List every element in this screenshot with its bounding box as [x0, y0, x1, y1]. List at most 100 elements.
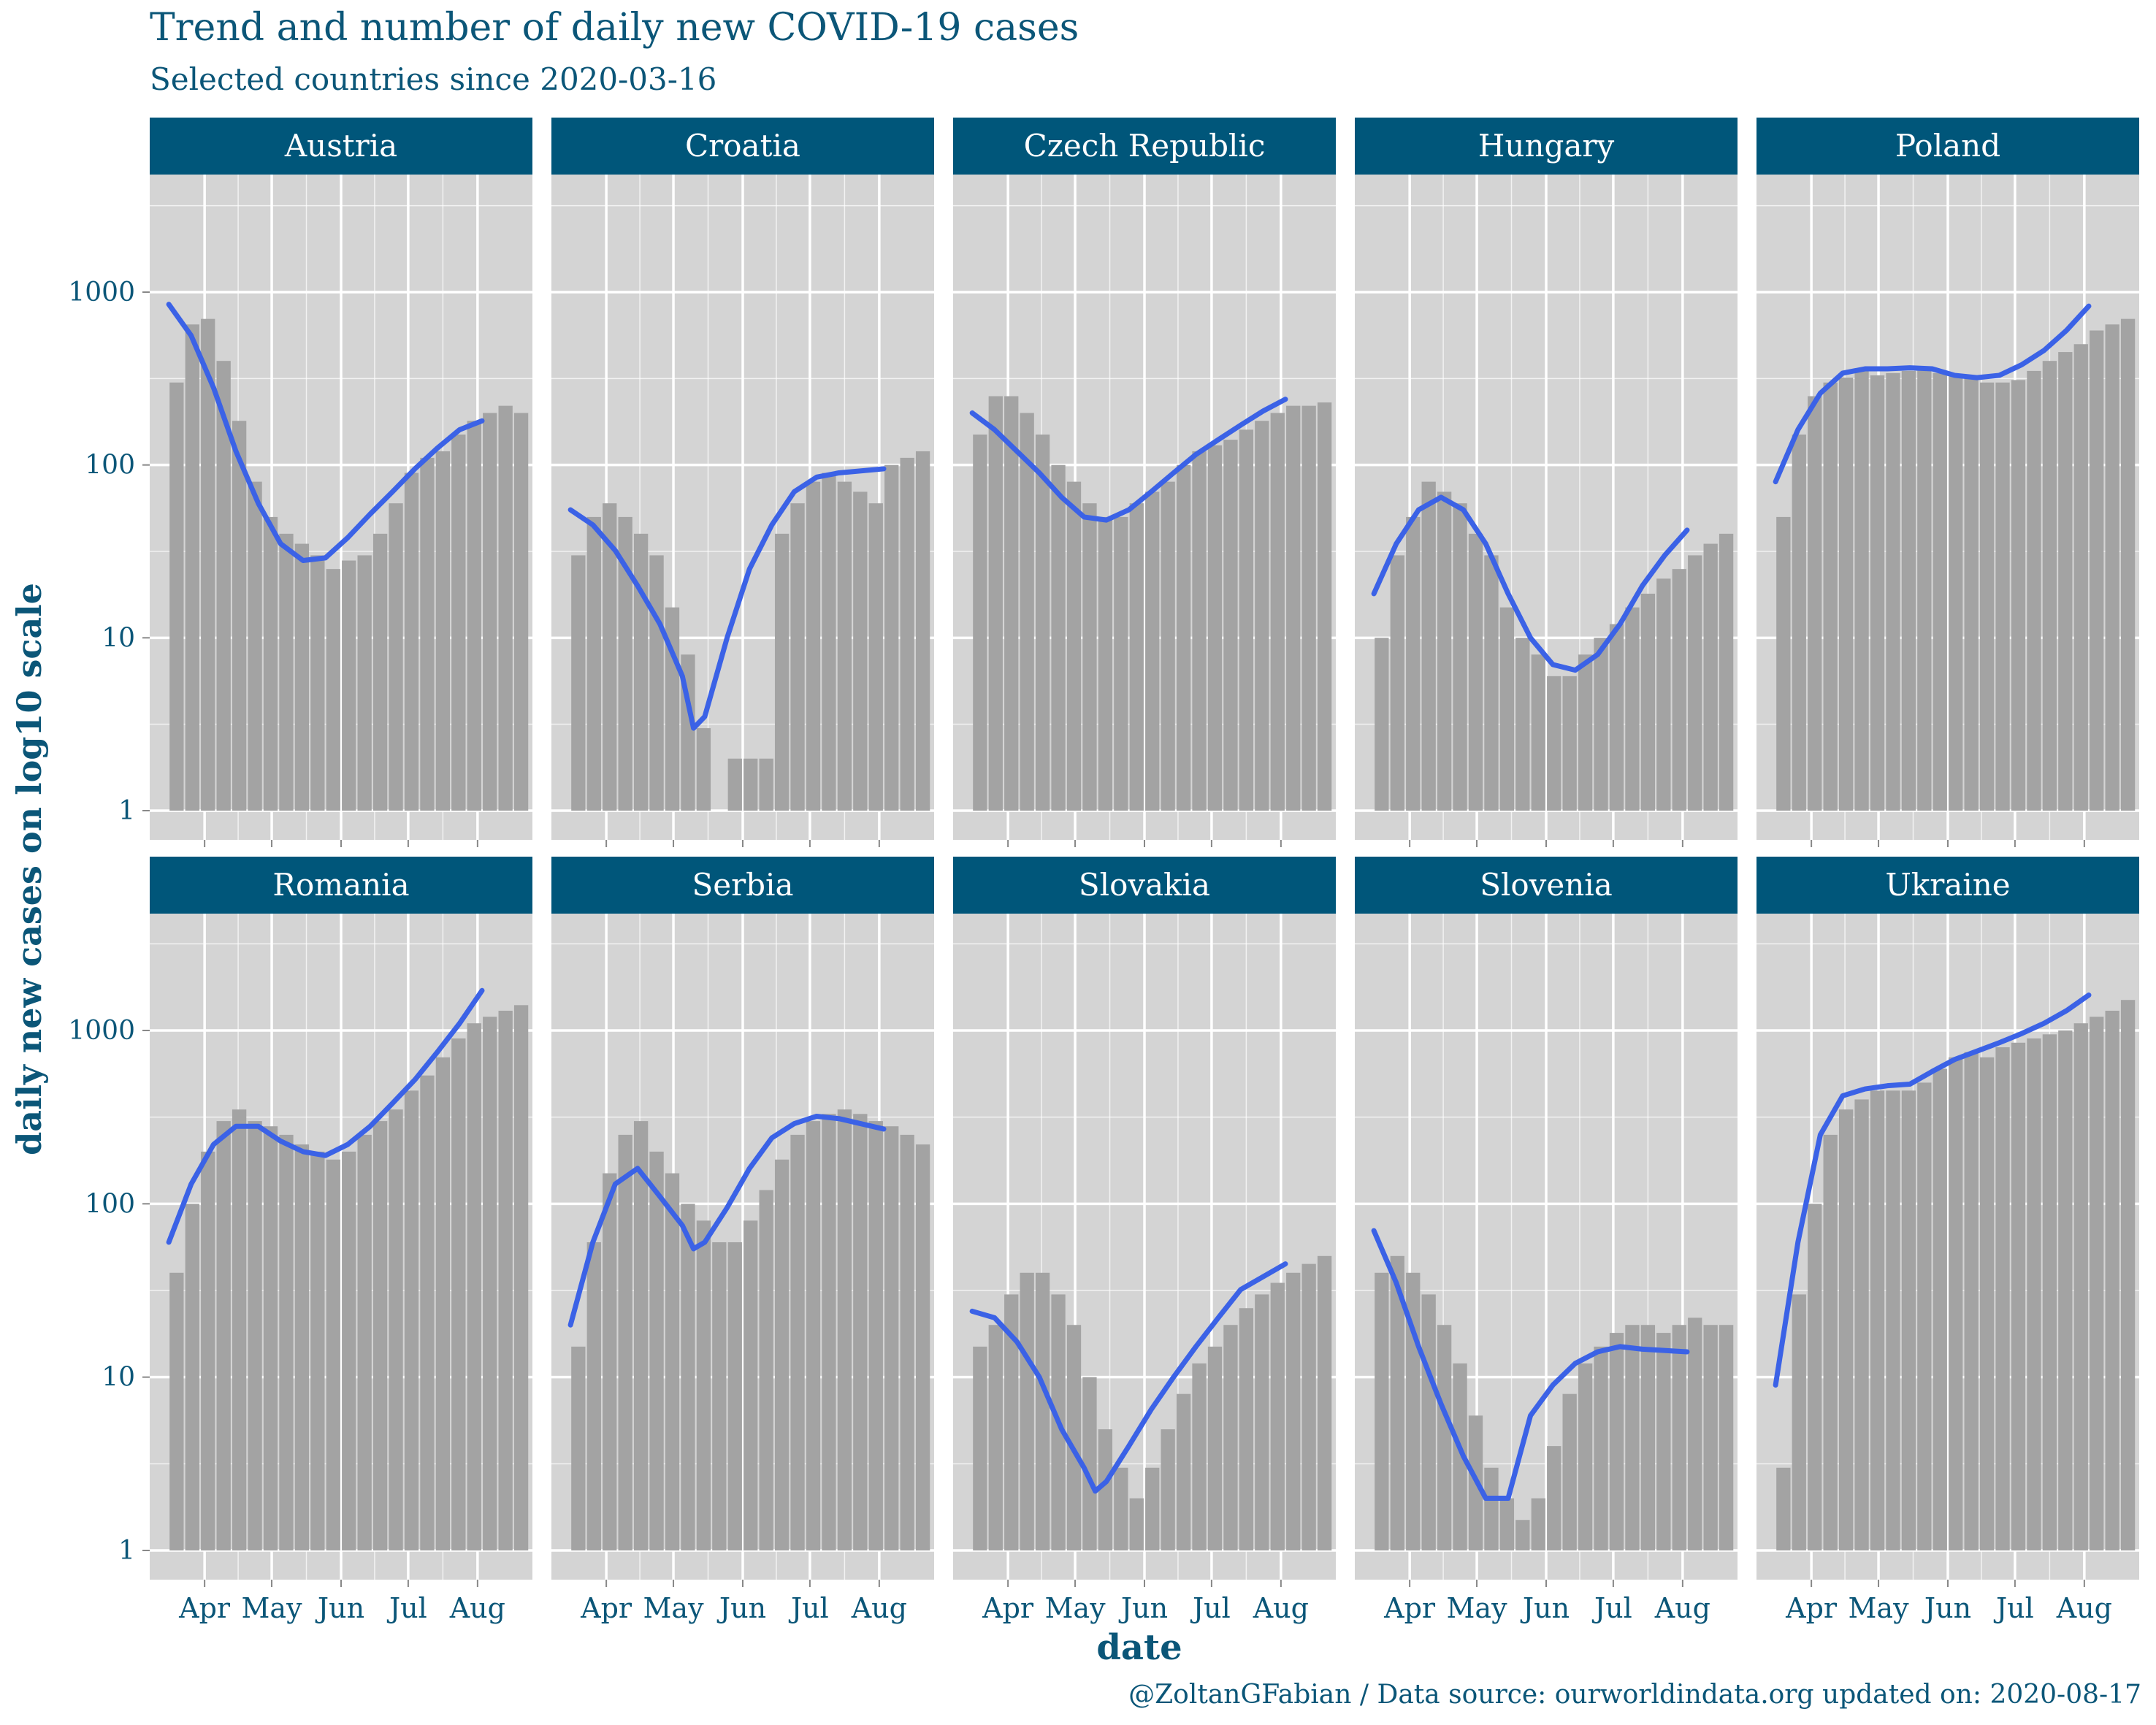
bar — [973, 1346, 987, 1550]
bar — [1255, 421, 1269, 811]
bar — [915, 1144, 930, 1550]
bar — [1239, 429, 1254, 811]
bar — [342, 560, 356, 811]
bar — [294, 1144, 310, 1550]
bar — [618, 1134, 632, 1550]
bar — [1949, 375, 1963, 811]
bar — [1129, 1498, 1144, 1550]
bar — [451, 1038, 466, 1550]
bar — [1578, 1363, 1593, 1550]
bar — [357, 1134, 372, 1550]
bar — [201, 1151, 215, 1550]
x-tick-label: Jul — [386, 1592, 427, 1624]
trend-line — [1773, 992, 2092, 1388]
x-tick-label: Jul — [1591, 1592, 1632, 1624]
facet-strip — [551, 857, 934, 914]
bar — [618, 516, 632, 811]
bar — [498, 405, 513, 811]
x-tick-label: Aug — [1654, 1592, 1710, 1624]
bar — [1223, 1325, 1238, 1550]
bar — [774, 533, 790, 811]
bar — [1098, 516, 1113, 811]
bar — [884, 464, 899, 811]
bar — [1098, 1429, 1113, 1550]
bar — [451, 434, 466, 811]
bar — [2073, 1023, 2088, 1550]
bar — [571, 555, 586, 811]
y-tick-label: 1000 — [68, 1016, 135, 1046]
bar — [1192, 451, 1207, 811]
bar — [1161, 481, 1175, 811]
bar — [2011, 380, 2026, 811]
bar — [435, 1057, 451, 1550]
bar — [822, 473, 836, 811]
bar — [806, 1121, 821, 1550]
x-tick-label: Aug — [1253, 1592, 1309, 1624]
bar — [1255, 1294, 1269, 1550]
bar — [1703, 543, 1718, 811]
bar — [1578, 654, 1593, 811]
bar — [633, 1121, 649, 1550]
bar — [1390, 1255, 1404, 1550]
bar — [1020, 1272, 1034, 1550]
bar — [806, 481, 821, 811]
bar — [1656, 578, 1671, 811]
trend-line — [1371, 494, 1690, 673]
facet-strip-label: Czech Republic — [1024, 128, 1266, 164]
facet-strip — [551, 118, 934, 175]
x-axis-title: date — [1096, 1627, 1182, 1668]
bar — [790, 1134, 805, 1550]
bar — [1301, 405, 1316, 811]
bar — [743, 758, 758, 811]
bar — [1176, 464, 1191, 811]
bar — [1703, 1325, 1718, 1550]
bar — [603, 503, 617, 811]
bar — [1854, 1099, 1869, 1550]
bar — [201, 318, 215, 811]
bar — [420, 1075, 435, 1550]
facet-strip-label: Ukraine — [1885, 867, 2010, 903]
bar — [1286, 405, 1301, 811]
x-tick-label: Apr — [178, 1592, 231, 1624]
x-tick-label: Aug — [449, 1592, 505, 1624]
bar — [822, 1114, 836, 1550]
bar — [1792, 434, 1806, 811]
bar — [467, 1023, 481, 1550]
bar — [1547, 1446, 1561, 1550]
bar — [1004, 1294, 1019, 1550]
facet-strip — [150, 118, 532, 175]
bar — [1515, 638, 1530, 811]
bar — [853, 1114, 868, 1550]
trend-line — [969, 1261, 1288, 1494]
bar — [248, 1121, 262, 1550]
facet-strip — [1756, 118, 2139, 175]
bar — [727, 1242, 742, 1550]
bar — [326, 569, 340, 811]
bar — [1562, 1393, 1577, 1550]
bar — [1625, 607, 1640, 811]
bar — [1901, 1090, 1916, 1550]
facet-strip — [1756, 857, 2139, 914]
bar — [372, 1121, 388, 1550]
bar — [216, 361, 231, 811]
bar — [1531, 1498, 1545, 1550]
bar — [1145, 1467, 1160, 1550]
x-tick-label: May — [1045, 1592, 1106, 1624]
bar — [248, 481, 262, 811]
trend-line — [166, 987, 485, 1245]
bar — [837, 1109, 852, 1550]
bar — [1437, 492, 1452, 811]
bar — [1114, 1467, 1128, 1550]
bar — [1129, 503, 1144, 811]
bar — [1933, 1068, 1947, 1550]
bar — [279, 1134, 294, 1550]
bar — [1964, 378, 1979, 811]
x-tick-label: Jul — [1993, 1592, 2034, 1624]
bar — [216, 1121, 231, 1550]
bar — [1468, 533, 1483, 811]
x-tick-label: Jun — [1118, 1592, 1168, 1624]
bar — [1066, 1325, 1082, 1550]
bar — [1020, 413, 1034, 811]
bar — [1562, 676, 1577, 811]
bar — [1672, 569, 1686, 811]
